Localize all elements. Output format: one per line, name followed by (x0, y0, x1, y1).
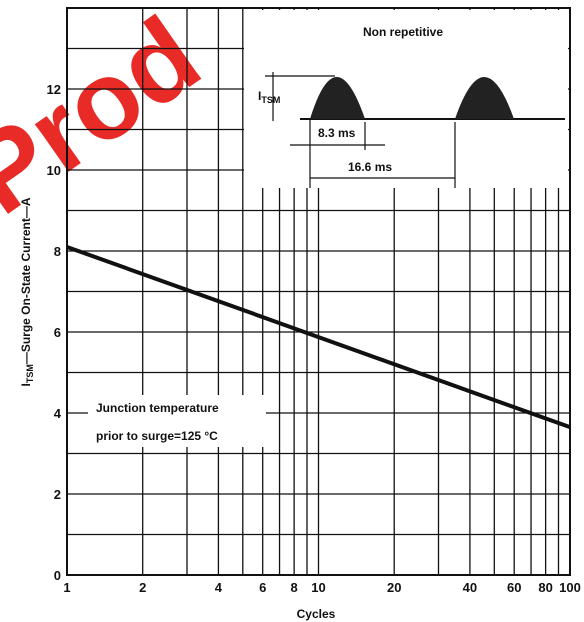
x-tick-label: 8 (291, 580, 298, 595)
condition-background (88, 395, 266, 447)
inset-background (244, 10, 568, 188)
x-tick-label: 4 (215, 580, 223, 595)
x-tick-label: 1 (63, 580, 70, 595)
x-tick-label: 40 (463, 580, 477, 595)
inset-pulse-1 (310, 77, 365, 119)
inset-width2-label: 16.6 ms (348, 160, 392, 174)
x-tick-label: 2 (139, 580, 146, 595)
series-layer (66, 245, 571, 430)
y-tick-label: 8 (54, 244, 61, 259)
y-axis-label: ITSM—Surge On-State Current—A (19, 197, 35, 386)
x-tick-label: 20 (387, 580, 401, 595)
y-tick-label: 4 (54, 406, 62, 421)
x-axis-label: Cycles (297, 607, 336, 621)
condition-line-2: prior to surge=125 °C (96, 429, 218, 443)
inset-pulse-2 (455, 77, 514, 119)
series-line-0 (66, 245, 571, 430)
inset-title: Non repetitive (363, 25, 443, 39)
x-tick-label: 60 (507, 580, 521, 595)
x-tick-label: 6 (259, 580, 266, 595)
x-tick-label: 80 (538, 580, 552, 595)
x-tick-label: 10 (311, 580, 325, 595)
x-tick-label: 100 (559, 580, 581, 595)
condition-note: Junction temperature prior to surge=125 … (88, 395, 266, 447)
y-tick-label: 2 (54, 487, 61, 502)
plot-frame (66, 7, 571, 576)
y-tick-label: 10 (47, 163, 61, 178)
inset-peak-label: ITSM (258, 89, 280, 105)
y-tick-label: 0 (54, 568, 61, 583)
inset-width1-label: 8.3 ms (318, 126, 356, 140)
condition-line-1: Junction temperature (96, 401, 219, 415)
inset-diagram: Non repetitive ITSM 8.3 ms 16.6 ms (244, 10, 568, 188)
y-tick-label: 12 (47, 82, 61, 97)
y-tick-label: 6 (54, 325, 61, 340)
watermark: Prod (0, 0, 221, 238)
